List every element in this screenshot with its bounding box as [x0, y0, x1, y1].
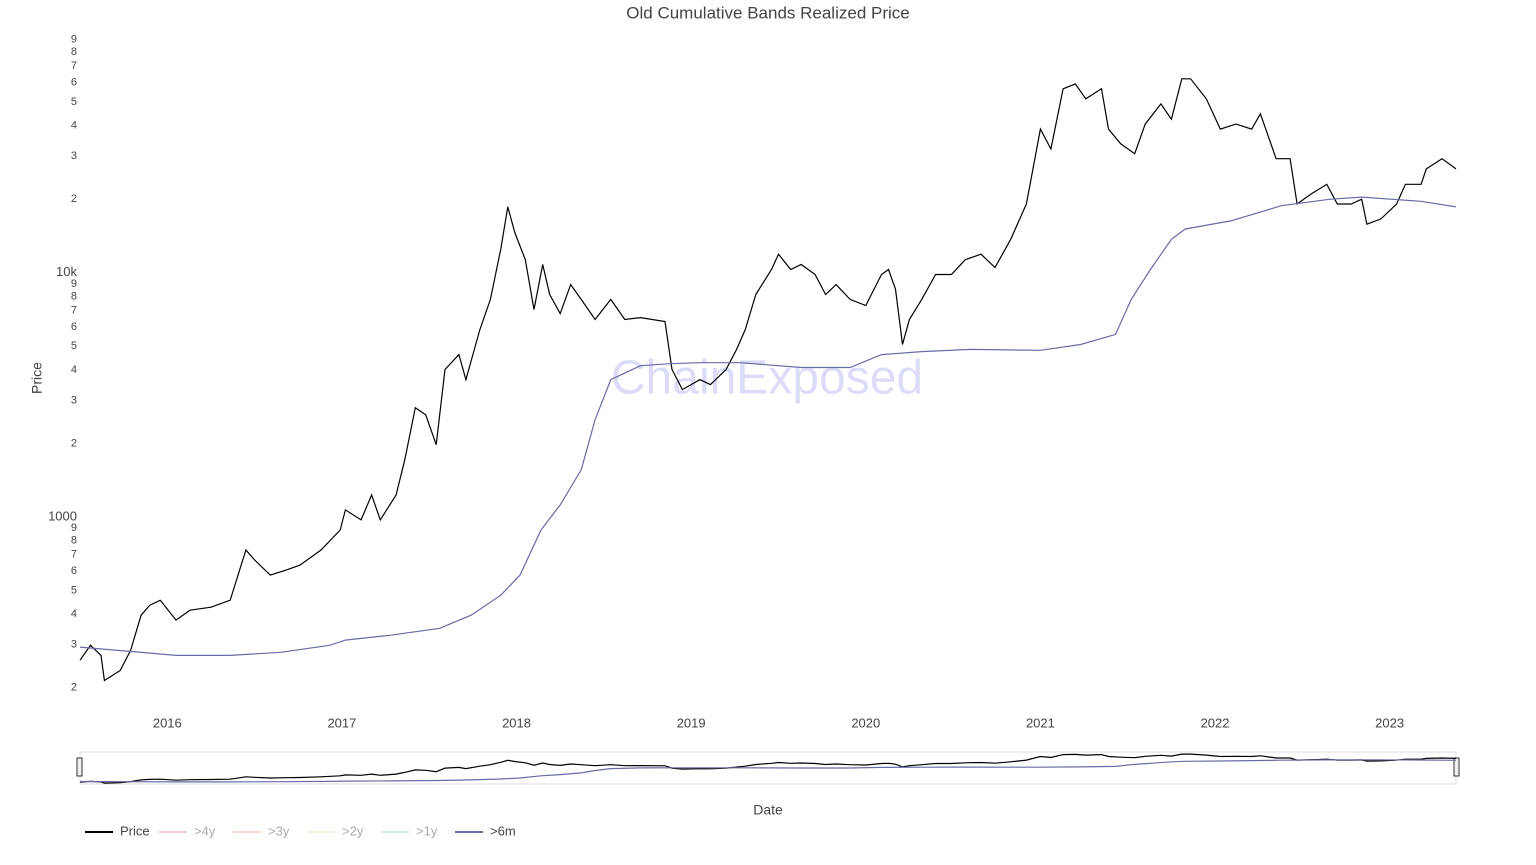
watermark: ChainExposed	[611, 352, 923, 405]
chart-title: Old Cumulative Bands Realized Price	[626, 3, 909, 22]
y-tick-label: 5	[71, 340, 77, 352]
y-tick-label: 2	[71, 682, 77, 694]
series-line	[79, 78, 1457, 682]
y-tick-label: 9	[71, 278, 77, 290]
y-tick-label: 7	[71, 304, 77, 316]
y-tick-label: 8	[71, 290, 77, 302]
range-slider-line	[79, 753, 1457, 784]
y-tick-label: 9	[71, 522, 77, 534]
legend-label[interactable]: >1y	[416, 823, 438, 838]
y-tick-label: 5	[71, 96, 77, 108]
series-line	[79, 196, 1457, 656]
y-tick-label: 3	[71, 150, 77, 162]
y-tick-label: 4	[71, 364, 77, 376]
x-tick-label: 2018	[502, 715, 531, 730]
range-handle-right[interactable]	[1453, 757, 1460, 777]
y-tick-label: 7	[71, 60, 77, 72]
y-tick-label: 10k	[56, 264, 77, 279]
y-axis-title: Price	[29, 362, 45, 394]
y-tick-label: 2	[71, 437, 77, 449]
legend-label[interactable]: >2y	[342, 823, 364, 838]
y-tick-label: 2	[71, 193, 77, 205]
x-tick-label: 2020	[851, 715, 880, 730]
x-tick-label: 2021	[1026, 715, 1055, 730]
y-tick-label: 6	[71, 565, 77, 577]
legend-label[interactable]: >4y	[194, 823, 216, 838]
x-tick-label: 2022	[1201, 715, 1230, 730]
y-tick-label: 6	[71, 77, 77, 89]
y-tick-label: 3	[71, 639, 77, 651]
y-tick-label: 6	[71, 321, 77, 333]
y-tick-label: 9	[71, 34, 77, 46]
y-tick-label: 5	[71, 584, 77, 596]
legend-label[interactable]: >3y	[268, 823, 290, 838]
y-tick-label: 8	[71, 46, 77, 58]
range-handle-left[interactable]	[76, 757, 83, 777]
y-tick-label: 4	[71, 608, 77, 620]
x-axis-title: Date	[753, 802, 783, 818]
y-tick-label: 8	[71, 534, 77, 546]
y-tick-label: 7	[71, 549, 77, 561]
x-tick-label: 2016	[153, 715, 182, 730]
range-slider-line	[79, 759, 1457, 783]
y-tick-label: 4	[71, 120, 77, 132]
x-tick-label: 2023	[1375, 715, 1404, 730]
legend-label[interactable]: >6m	[490, 823, 516, 838]
y-tick-label: 3	[71, 394, 77, 406]
legend-label[interactable]: Price	[120, 823, 150, 838]
x-tick-label: 2019	[677, 715, 706, 730]
y-tick-label: 1000	[48, 508, 77, 523]
x-tick-label: 2017	[327, 715, 356, 730]
